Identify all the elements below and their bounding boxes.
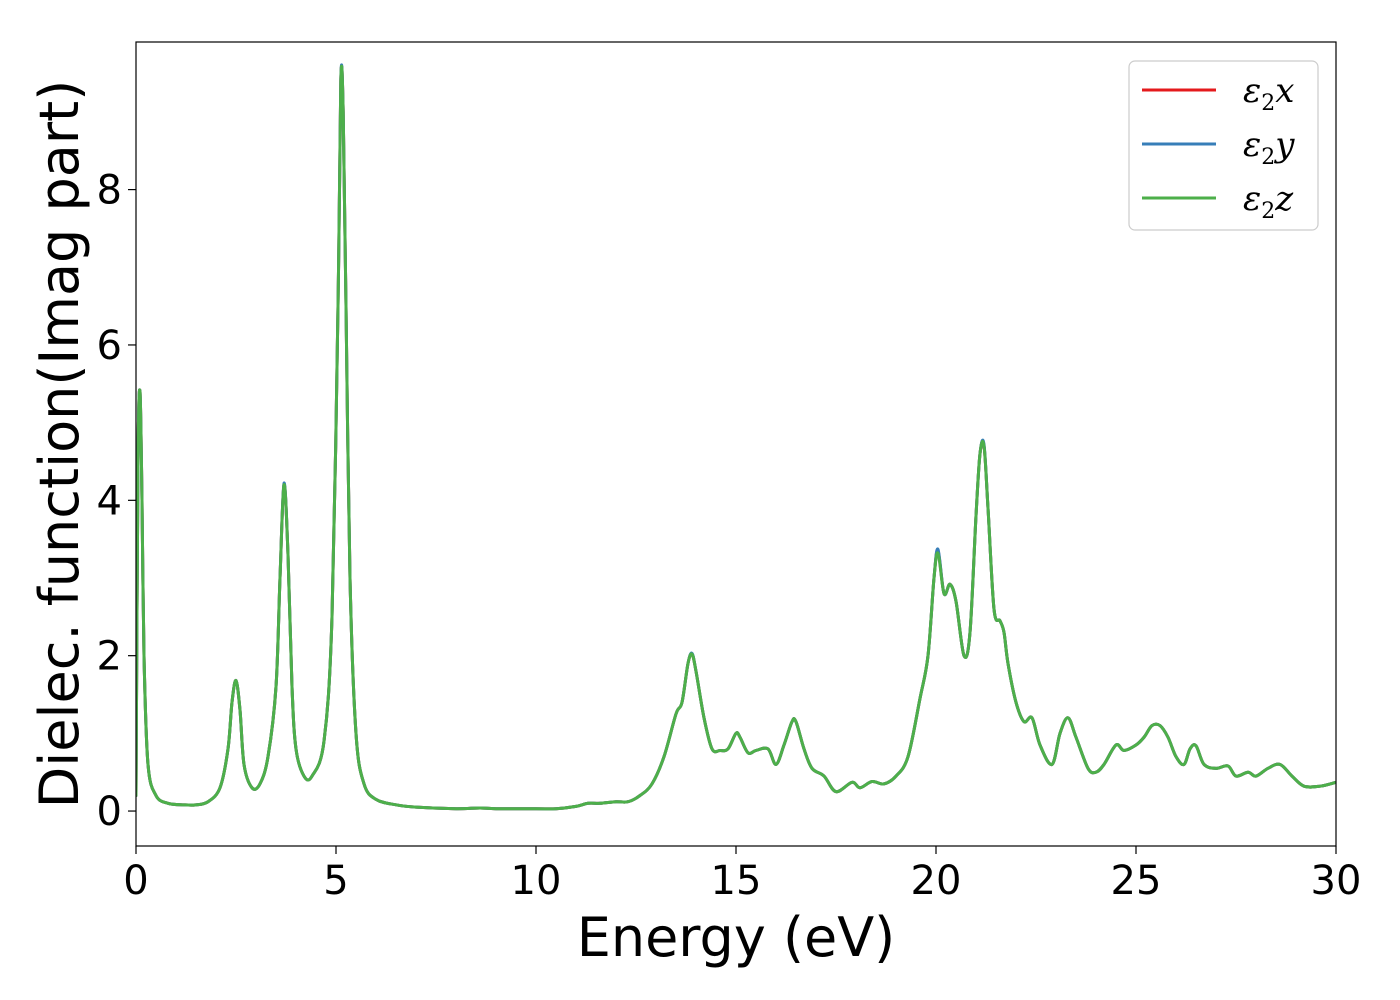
y-axis: 0 2 4 6 8 [97, 168, 136, 835]
x-tick-label: 30 [1311, 858, 1362, 904]
x-axis-label: Energy (eV) [577, 906, 896, 969]
y-axis-label: Dielec. function(Imag part) [28, 80, 91, 809]
series-line-2 [136, 64, 1336, 811]
y-tick-label: 6 [97, 323, 122, 369]
y-tick-label: 8 [97, 168, 122, 214]
y-tick-label: 0 [97, 789, 122, 835]
x-tick-label: 15 [711, 858, 762, 904]
x-tick-label: 25 [1111, 858, 1162, 904]
legend-label-0: ε2x [1243, 71, 1294, 116]
legend-box [1128, 60, 1319, 231]
series-layer [136, 63, 1336, 811]
legend-label-1: ε2y [1243, 125, 1295, 170]
x-tick-label: 5 [323, 858, 348, 904]
x-tick-label: 0 [123, 858, 148, 904]
x-tick-label: 10 [511, 858, 562, 904]
x-tick-label: 20 [911, 858, 962, 904]
x-axis: 0 5 10 15 20 25 30 [123, 846, 1361, 904]
y-tick-label: 4 [97, 478, 122, 524]
y-tick-label: 2 [97, 634, 122, 680]
legend: ε2x ε2y ε2z [1128, 60, 1319, 231]
legend-label-2: ε2z [1243, 179, 1294, 224]
